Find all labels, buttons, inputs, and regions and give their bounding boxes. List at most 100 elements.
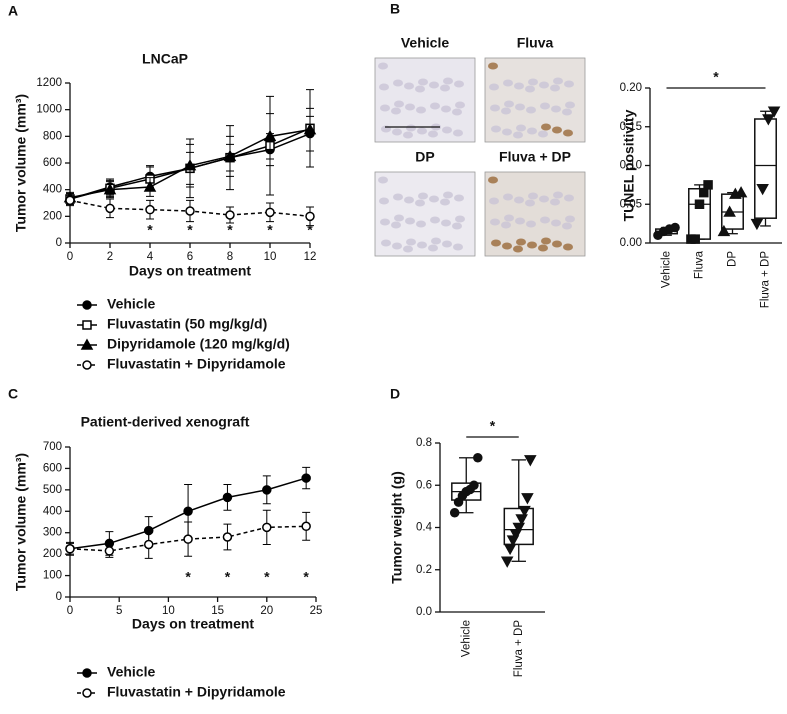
cell xyxy=(516,238,526,246)
y-tick-label: 200 xyxy=(43,548,62,560)
x-tick-label: 8 xyxy=(227,251,233,263)
x-tick-label: 10 xyxy=(162,605,175,617)
cell xyxy=(394,214,404,222)
cell xyxy=(528,78,538,86)
y-tick-label: 0.05 xyxy=(620,198,642,210)
data-point xyxy=(145,204,155,215)
y-tick-label: 800 xyxy=(43,130,62,142)
cell xyxy=(417,241,427,249)
data-point xyxy=(694,199,705,209)
cell xyxy=(380,104,390,112)
cell xyxy=(391,107,401,115)
significance-star: * xyxy=(187,222,193,238)
y-tick-label: 0 xyxy=(56,237,62,249)
y-tick-label: 600 xyxy=(43,462,62,474)
y-tick-label: 0 xyxy=(56,591,62,603)
y-tick-label: 600 xyxy=(43,157,62,169)
cell xyxy=(563,129,573,137)
data-point xyxy=(521,493,534,505)
legend-label: Vehicle xyxy=(107,296,155,312)
cell xyxy=(429,195,439,203)
cell xyxy=(441,105,451,113)
cell xyxy=(564,194,574,202)
y-tick-label: 700 xyxy=(43,441,62,453)
cell xyxy=(538,244,548,252)
x-tick-label: Fluva + DP xyxy=(760,251,772,309)
cell xyxy=(490,218,500,226)
cell xyxy=(538,130,548,138)
cell xyxy=(453,243,463,251)
cell xyxy=(515,103,525,111)
cell xyxy=(488,62,498,70)
cell xyxy=(489,83,499,91)
x-tick-label: 0 xyxy=(67,251,73,263)
data-point xyxy=(262,522,272,533)
x-tick-label: Vehicle xyxy=(460,620,472,657)
cell xyxy=(455,101,465,109)
y-tick-label: 0.8 xyxy=(416,437,432,449)
data-point xyxy=(703,180,713,190)
cell xyxy=(491,125,501,133)
data-point xyxy=(301,473,311,483)
cell xyxy=(454,194,464,202)
data-point xyxy=(65,195,75,206)
y-tick-label: 1000 xyxy=(36,104,62,116)
y-tick-label: 400 xyxy=(43,184,62,196)
data-point xyxy=(500,556,514,568)
significance-star: * xyxy=(227,222,233,238)
cell xyxy=(378,176,388,184)
micrograph xyxy=(374,171,476,257)
cell xyxy=(406,124,416,132)
cell xyxy=(527,241,537,249)
x-axis-label: Days on treatment xyxy=(132,616,254,632)
cell xyxy=(502,242,512,250)
legend-label: Fluvastatin (50 mg/kg/d) xyxy=(107,316,267,332)
cell xyxy=(391,221,401,229)
cell xyxy=(428,244,438,252)
legend-marker xyxy=(82,360,92,370)
x-tick-label: 2 xyxy=(107,251,113,263)
cell xyxy=(540,216,550,224)
cell xyxy=(443,77,453,85)
significance-star: * xyxy=(147,222,153,238)
data-point xyxy=(65,544,75,554)
x-tick-label: Fluva xyxy=(694,250,706,279)
x-tick-label: 10 xyxy=(264,251,277,263)
y-tick-label: 0.0 xyxy=(416,606,432,618)
data-point xyxy=(183,159,197,171)
cell xyxy=(452,222,462,230)
x-tick-label: 25 xyxy=(310,605,323,617)
data-point xyxy=(503,543,517,556)
cell xyxy=(553,191,563,199)
significance-star: * xyxy=(303,569,309,585)
image-label: DP xyxy=(415,149,434,165)
cell xyxy=(525,85,535,93)
cell xyxy=(539,195,549,203)
cell xyxy=(418,192,428,200)
y-axis-label: Tumor volume (mm³) xyxy=(13,94,29,232)
cell xyxy=(503,193,513,201)
cell xyxy=(406,238,416,246)
cell xyxy=(490,104,500,112)
micrograph xyxy=(484,57,586,143)
y-axis-label: TUNEL positivity xyxy=(621,109,637,221)
cell xyxy=(393,193,403,201)
legend-marker xyxy=(82,688,92,698)
data-point xyxy=(469,480,479,490)
cell xyxy=(441,219,451,227)
significance-star: * xyxy=(225,569,231,585)
data-point xyxy=(104,546,115,556)
cell xyxy=(379,83,389,91)
panel-letter: D xyxy=(390,386,400,402)
cell xyxy=(491,239,501,247)
x-tick-label: 20 xyxy=(260,605,273,617)
y-tick-label: 100 xyxy=(43,570,62,582)
cell xyxy=(440,198,450,206)
image-label: Vehicle xyxy=(401,35,449,51)
data-point xyxy=(518,505,531,518)
data-point xyxy=(222,532,233,542)
cell xyxy=(431,237,441,245)
significance-star: * xyxy=(267,222,273,238)
cell xyxy=(539,81,549,89)
